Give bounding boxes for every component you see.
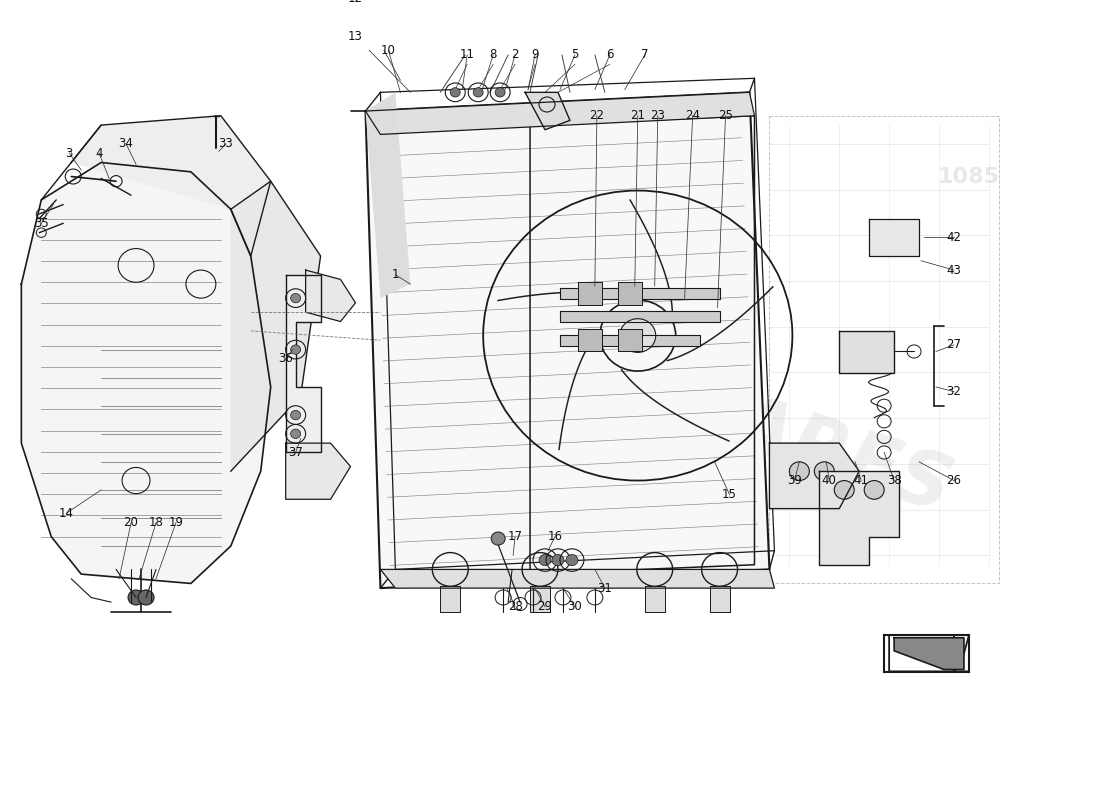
Circle shape <box>865 481 884 499</box>
Polygon shape <box>365 92 410 298</box>
Circle shape <box>290 294 300 303</box>
Polygon shape <box>894 638 964 670</box>
Polygon shape <box>525 92 570 130</box>
Text: 37: 37 <box>288 446 304 459</box>
Text: 25: 25 <box>718 110 733 122</box>
Text: 11: 11 <box>460 49 475 62</box>
Text: a passion for parts: a passion for parts <box>472 465 727 571</box>
Polygon shape <box>769 443 859 509</box>
Text: 10: 10 <box>381 44 396 57</box>
Text: 27: 27 <box>946 338 961 351</box>
Polygon shape <box>839 331 894 373</box>
Text: 40: 40 <box>822 474 837 487</box>
Text: 42: 42 <box>946 231 961 244</box>
Text: 26: 26 <box>946 474 961 487</box>
Text: 23: 23 <box>650 110 666 122</box>
Text: 35: 35 <box>34 217 48 230</box>
Text: 2: 2 <box>512 49 519 62</box>
Text: 34: 34 <box>119 138 133 150</box>
Polygon shape <box>869 218 920 256</box>
Text: 12: 12 <box>348 0 363 6</box>
Text: 21: 21 <box>630 110 646 122</box>
Text: 38: 38 <box>887 474 902 487</box>
Text: 36: 36 <box>278 353 293 366</box>
Text: 3: 3 <box>66 146 73 160</box>
Circle shape <box>566 554 578 566</box>
Text: 16: 16 <box>548 530 562 543</box>
Text: 17: 17 <box>507 530 522 543</box>
Circle shape <box>450 88 460 97</box>
Text: 19: 19 <box>168 516 184 529</box>
Polygon shape <box>618 329 641 351</box>
Circle shape <box>539 554 551 566</box>
Polygon shape <box>231 182 320 471</box>
Text: 5: 5 <box>571 49 579 62</box>
Polygon shape <box>578 329 602 351</box>
Text: 30: 30 <box>568 600 582 614</box>
Polygon shape <box>884 635 969 672</box>
Circle shape <box>138 590 154 605</box>
Polygon shape <box>365 92 755 134</box>
Text: 20: 20 <box>123 516 139 529</box>
Circle shape <box>491 532 505 545</box>
Polygon shape <box>645 586 664 611</box>
Text: 7: 7 <box>641 49 649 62</box>
Text: 13: 13 <box>348 30 363 42</box>
Circle shape <box>473 88 483 97</box>
Circle shape <box>790 462 810 481</box>
Polygon shape <box>21 162 271 583</box>
Text: 9: 9 <box>531 49 539 62</box>
Text: 39: 39 <box>786 474 802 487</box>
Circle shape <box>290 429 300 438</box>
Text: 24: 24 <box>685 110 700 122</box>
Polygon shape <box>560 288 719 299</box>
Polygon shape <box>710 586 729 611</box>
Circle shape <box>128 590 144 605</box>
Polygon shape <box>440 586 460 611</box>
Circle shape <box>290 410 300 420</box>
Text: 6: 6 <box>606 49 614 62</box>
Polygon shape <box>530 586 550 611</box>
Text: EUROSPARES: EUROSPARES <box>398 283 960 529</box>
Polygon shape <box>820 471 899 565</box>
Circle shape <box>290 345 300 354</box>
Text: 1: 1 <box>392 268 399 282</box>
Polygon shape <box>286 274 320 453</box>
Text: 22: 22 <box>590 110 604 122</box>
Circle shape <box>619 318 656 352</box>
Text: 41: 41 <box>854 474 869 487</box>
Text: 14: 14 <box>58 506 74 520</box>
Polygon shape <box>618 282 641 305</box>
Polygon shape <box>381 570 774 588</box>
Polygon shape <box>72 116 271 256</box>
Text: 43: 43 <box>946 263 961 277</box>
Text: 8: 8 <box>490 49 497 62</box>
Circle shape <box>552 554 564 566</box>
Text: 18: 18 <box>148 516 164 529</box>
Polygon shape <box>286 443 351 499</box>
Polygon shape <box>560 311 719 322</box>
Text: 32: 32 <box>946 385 961 398</box>
Polygon shape <box>306 270 355 322</box>
Polygon shape <box>578 282 602 305</box>
Polygon shape <box>560 334 700 346</box>
Text: 15: 15 <box>722 488 737 501</box>
Text: 1085: 1085 <box>938 166 1000 186</box>
Polygon shape <box>365 92 769 588</box>
Circle shape <box>834 481 855 499</box>
Text: 31: 31 <box>597 582 613 594</box>
Text: 28: 28 <box>508 600 522 614</box>
Circle shape <box>495 88 505 97</box>
Text: 29: 29 <box>538 600 552 614</box>
Text: 33: 33 <box>219 138 233 150</box>
Polygon shape <box>889 635 969 668</box>
Circle shape <box>814 462 834 481</box>
Text: 4: 4 <box>96 146 103 160</box>
